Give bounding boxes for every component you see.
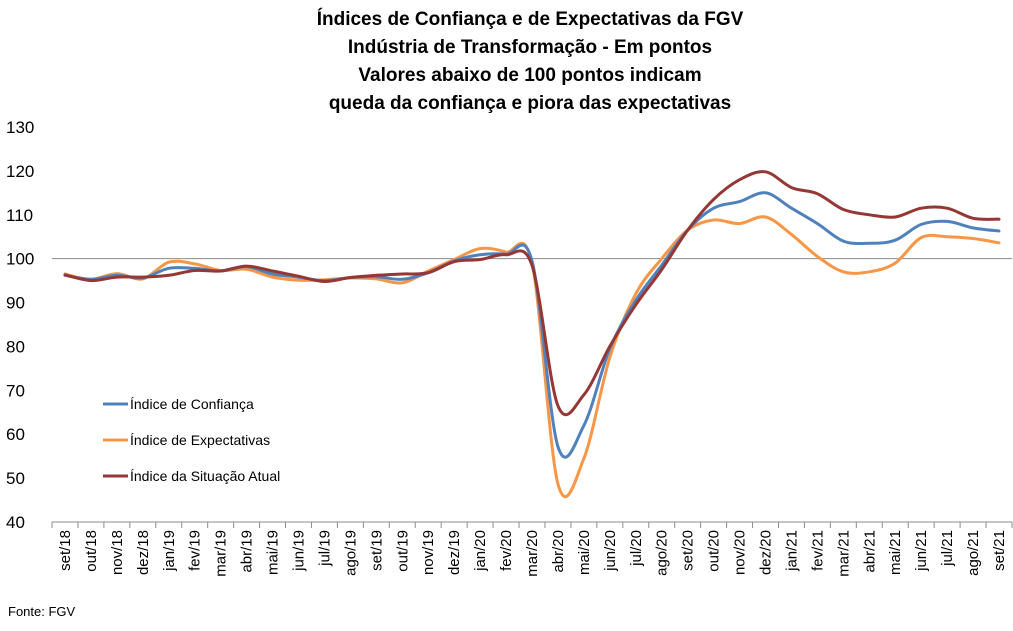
y-tick-label: 90 [6, 294, 25, 313]
series-line-confianca [63, 191, 1001, 459]
x-tick-label: jan/21 [783, 530, 800, 572]
x-tick-label: ago/19 [342, 530, 359, 576]
y-tick-label: 50 [6, 469, 25, 488]
legend-item-situacao-atual-label: Índice da Situação Atual [130, 468, 280, 484]
x-tick-label: ago/20 [654, 530, 671, 576]
y-tick-label: 120 [6, 162, 34, 181]
x-tick-label: dez/20 [758, 530, 775, 575]
x-tick-label: jun/20 [602, 530, 619, 572]
x-tick-label: dez/18 [135, 530, 152, 575]
chart-title-line-1: Índices de Confiança e de Expectativas d… [316, 9, 744, 30]
x-tick-label: nov/18 [109, 530, 126, 575]
x-tick-label: jan/20 [472, 530, 489, 572]
x-tick-label: ago/21 [965, 530, 982, 576]
x-tick-label: mai/20 [576, 530, 593, 575]
x-tick-label: nov/19 [420, 530, 437, 575]
x-tick-label: set/18 [57, 530, 74, 571]
series-line-situacao-atual [63, 170, 1001, 416]
x-tick-label: jan/19 [161, 530, 178, 572]
x-tick-label: jul/20 [628, 530, 645, 567]
x-tick-label: abr/20 [550, 530, 567, 573]
x-tick-label: set/19 [368, 530, 385, 571]
x-tick-label: fev/20 [498, 530, 515, 571]
x-tick-label: mar/20 [524, 530, 541, 577]
chart-title-line-3: Valores abaixo de 100 pontos indicam [358, 65, 702, 86]
x-tick-label: out/20 [706, 530, 723, 572]
x-tick-label: mai/21 [887, 530, 904, 575]
y-tick-label: 110 [6, 206, 33, 225]
chart-title-line-4: queda da confiança e piora das expectati… [328, 93, 732, 114]
x-tick-label: abr/19 [239, 530, 256, 573]
x-tick-label: nov/20 [732, 530, 749, 575]
x-tick-label: jun/19 [290, 530, 307, 572]
x-tick-label: mar/21 [835, 530, 852, 577]
y-tick-label: 70 [6, 381, 25, 400]
y-tick-label: 130 [6, 118, 34, 137]
x-tick-label: dez/19 [446, 530, 463, 575]
chart-title-line-2: Indústria de Transformação - Em pontos [347, 37, 713, 58]
x-tick-label: set/20 [680, 530, 697, 571]
y-tick-label: 60 [6, 425, 25, 444]
legend-item-expectativas-label: Índice de Expectativas [130, 432, 270, 448]
x-tick-label: out/19 [394, 530, 411, 572]
legend-item-confianca-label: Índice de Confiança [130, 396, 254, 412]
x-tick-label: jul/19 [316, 530, 333, 567]
x-tick-label: fev/21 [809, 530, 826, 571]
y-tick-label: 40 [6, 513, 25, 532]
x-tick-label: mar/19 [213, 530, 230, 577]
x-tick-label: fev/19 [187, 530, 204, 571]
x-tick-label: jun/21 [913, 530, 930, 572]
x-tick-label: out/18 [83, 530, 100, 572]
y-tick-label: 100 [6, 250, 34, 269]
x-tick-label: set/21 [991, 530, 1008, 571]
source-note: Fonte: FGV [8, 604, 76, 619]
x-tick-label: mai/19 [265, 530, 282, 575]
x-tick-label: abr/21 [861, 530, 878, 573]
chart-title: Índices de Confiança e de Expectativas d… [160, 6, 900, 118]
y-tick-label: 80 [6, 337, 25, 356]
x-tick-label: jul/21 [939, 530, 956, 567]
